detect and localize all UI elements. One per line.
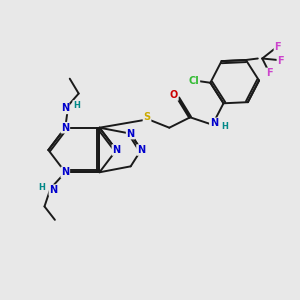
Text: F: F [266,68,273,78]
Text: N: N [61,103,69,113]
Text: N: N [112,145,121,155]
Text: F: F [278,56,284,67]
Text: F: F [274,42,281,52]
Text: N: N [61,123,69,133]
Text: H: H [221,122,228,131]
Text: N: N [127,129,135,139]
Text: N: N [61,167,69,177]
Text: O: O [170,90,178,100]
Text: H: H [73,101,80,110]
Text: N: N [210,118,218,128]
Text: N: N [49,185,58,195]
Text: N: N [137,145,145,155]
Text: S: S [143,112,151,122]
Text: H: H [38,183,45,192]
Text: Cl: Cl [189,76,200,86]
